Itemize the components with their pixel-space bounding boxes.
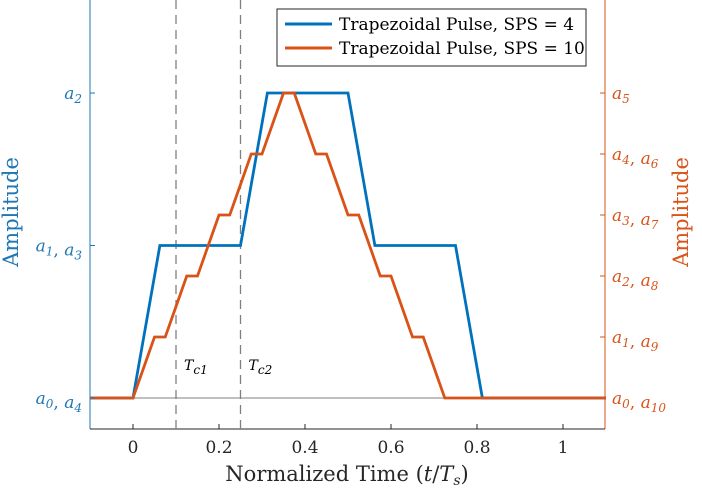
- right-tick-label: a3, a7: [612, 206, 659, 232]
- series-group: [90, 91, 606, 400]
- left-axis-title: Amplitude: [0, 157, 23, 268]
- legend-label-sps10: Trapezoidal Pulse, SPS = 10: [339, 39, 585, 59]
- legend-box: [276, 8, 587, 67]
- x-tick-label: 0.6: [377, 438, 404, 458]
- x-tick-label: 0: [128, 438, 139, 458]
- ticks-group: 0 0.2 0.4 0.6 0.8 1 a0, a4 a1, a3 a2 a0, a10 a1, a…: [36, 84, 667, 458]
- right-tick-label: a5: [612, 84, 630, 106]
- series-line-2: [90, 91, 606, 400]
- left-tick-label: a2: [64, 84, 82, 106]
- right-axis-title: Amplitude: [669, 157, 693, 268]
- right-tick-label: a0, a10: [612, 389, 666, 415]
- right-tick-label: a1, a9: [612, 328, 659, 354]
- series-line-1: [90, 91, 606, 400]
- vertical-markers: Tc1 Tc2: [175, 0, 273, 429]
- left-tick-label: a0, a4: [36, 389, 82, 415]
- right-tick-label: a2, a8: [612, 267, 659, 293]
- legend: Trapezoidal Pulse, SPS = 4 Trapezoidal P…: [276, 8, 587, 67]
- x-tick-label: 0.2: [205, 438, 232, 458]
- x-axis-title: Normalized Time (t/Ts): [225, 462, 468, 489]
- legend-label-sps4: Trapezoidal Pulse, SPS = 4: [339, 15, 574, 35]
- vline-label-2: Tc2: [249, 358, 273, 377]
- x-tick-label: 0.4: [291, 438, 318, 458]
- x-tick-label: 1: [558, 438, 569, 458]
- left-tick-label: a1, a3: [36, 237, 83, 263]
- vline-label-1: Tc1: [184, 358, 208, 377]
- x-tick-label: 0.8: [463, 438, 490, 458]
- right-tick-label: a4, a6: [612, 145, 659, 171]
